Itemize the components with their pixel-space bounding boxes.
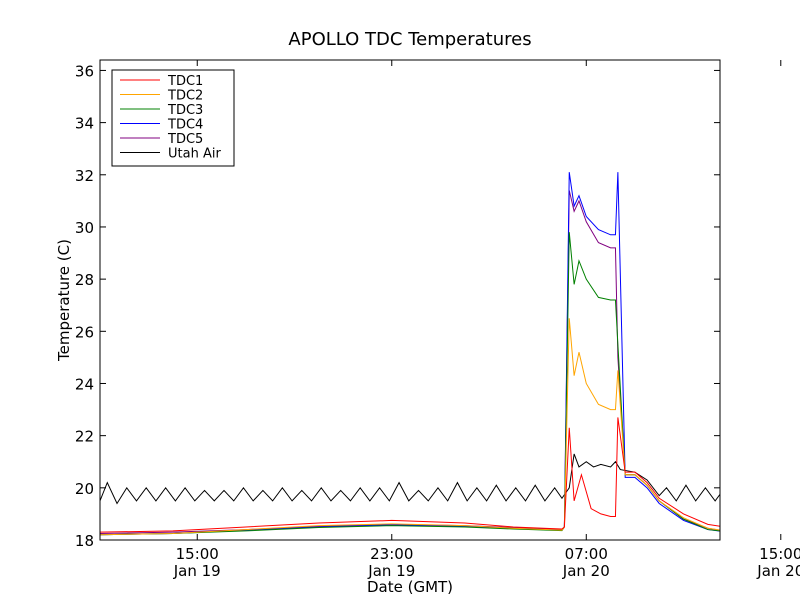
- x-tick-label-time: 23:00: [370, 545, 413, 563]
- y-tick-label: 22: [75, 428, 94, 446]
- x-tick-label-time: 15:00: [176, 545, 219, 563]
- series-line-tdc2: [100, 318, 720, 536]
- legend-label-tdc4: TDC4: [167, 118, 203, 133]
- x-tick-label-time: 07:00: [565, 545, 608, 563]
- series-line-tdc3: [100, 232, 720, 536]
- legend-label-tdc5: TDC5: [167, 132, 203, 147]
- y-axis: 18 20 22 24 26 28 30 32 34 36: [75, 62, 720, 550]
- y-tick-label: 20: [75, 480, 94, 498]
- chart-title: APOLLO TDC Temperatures: [288, 29, 531, 50]
- legend-label-tdc1: TDC1: [167, 74, 203, 89]
- y-tick-label: 32: [75, 167, 94, 185]
- x-tick-label-date: Jan 20: [562, 562, 610, 580]
- plot-frame: [99, 59, 721, 541]
- y-tick-label: 30: [75, 219, 94, 237]
- series-line-tdc1: [100, 417, 720, 533]
- legend-label-tdc3: TDC3: [167, 103, 203, 118]
- y-tick-label: 28: [75, 271, 94, 289]
- x-tick-label-date: Jan 20: [756, 562, 800, 580]
- x-tick-label-date: Jan 19: [367, 562, 415, 580]
- y-tick-label: 24: [75, 375, 94, 393]
- legend-label-tdc2: TDC2: [167, 89, 203, 104]
- series-line-utah-air: [100, 453, 720, 505]
- y-axis-label: Temperature (C): [55, 239, 73, 362]
- y-tick-label: 18: [75, 532, 94, 550]
- y-tick-label: 26: [75, 323, 94, 341]
- y-tick-label: 34: [75, 115, 94, 133]
- series-layer: [100, 172, 720, 536]
- series-line-tdc4: [100, 172, 720, 536]
- x-tick-label-date: Jan 19: [173, 562, 221, 580]
- legend-box: [111, 69, 235, 167]
- legend-label-utah-air: Utah Air: [168, 147, 221, 162]
- x-tick-label-time: 15:00: [759, 545, 800, 563]
- x-axis-label: Date (GMT): [367, 578, 453, 596]
- y-tick-label: 36: [75, 62, 94, 80]
